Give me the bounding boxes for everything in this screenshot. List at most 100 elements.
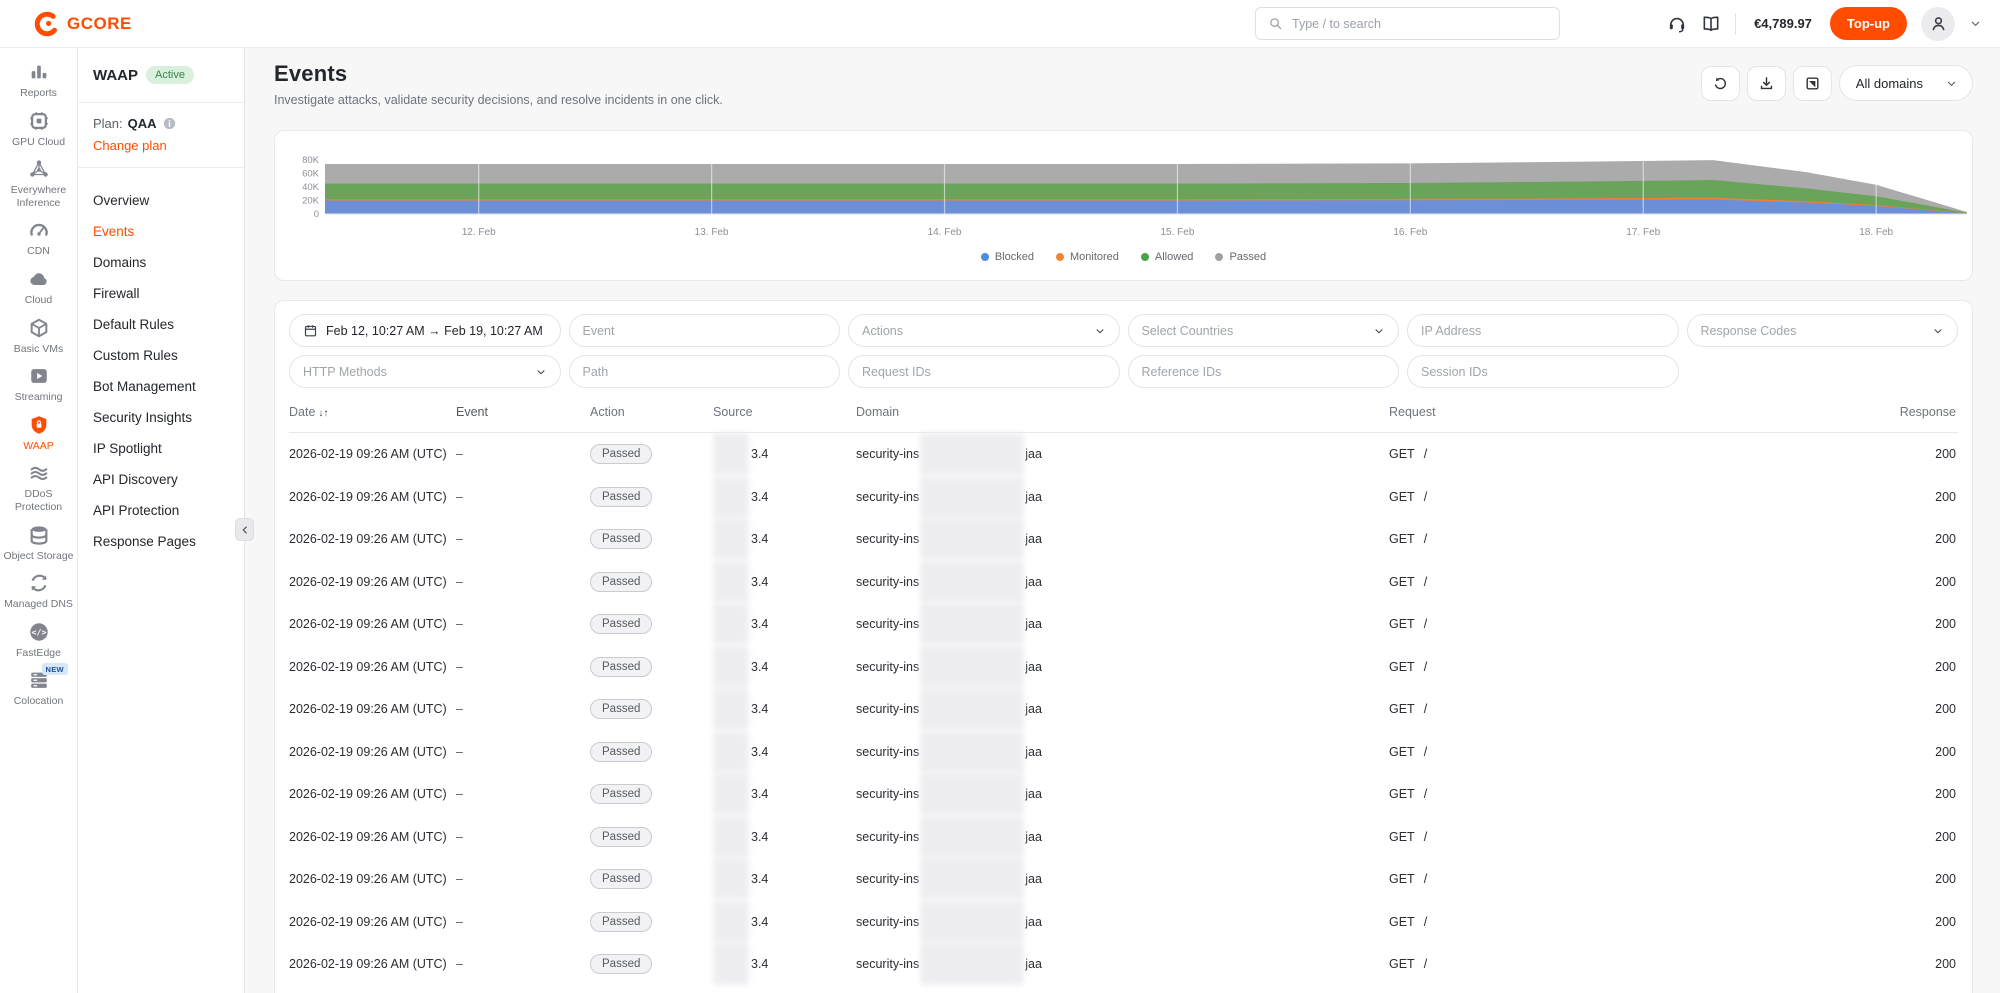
sidebar-item-security-insights[interactable]: Security Insights bbox=[93, 410, 193, 425]
sidebar-item-bot-management[interactable]: Bot Management bbox=[93, 379, 196, 394]
table-row[interactable]: 2026-02-19 09:26 AM (UTC) – Passed 3.4 secur… bbox=[289, 475, 1958, 519]
docs-book-icon[interactable] bbox=[1701, 14, 1721, 34]
gpu-cloud-icon bbox=[28, 109, 50, 133]
column-header-date[interactable]: Date ↓↑ bbox=[289, 405, 456, 419]
cell-event: – bbox=[456, 617, 463, 632]
sidebar-item-response-pages[interactable]: Response Pages bbox=[93, 534, 196, 549]
sidebar-item-api-discovery[interactable]: API Discovery bbox=[93, 472, 178, 487]
event-filter[interactable]: Event bbox=[568, 314, 840, 347]
path-filter[interactable]: Path bbox=[568, 355, 840, 388]
global-search-input[interactable]: Type / to search bbox=[1255, 7, 1560, 40]
sidebar-item-ip-spotlight[interactable]: IP Spotlight bbox=[93, 441, 162, 456]
domain-filter-select[interactable]: All domains bbox=[1838, 65, 1973, 101]
support-headset-icon[interactable] bbox=[1667, 14, 1687, 34]
events-stacked-area-chart[interactable]: 0 20K 40K 60K 80K 12. Feb 13. Feb 14. Feb 15. Fe… bbox=[275, 131, 1973, 246]
response-codes-filter[interactable]: Response Codes bbox=[1686, 314, 1958, 347]
column-header-request[interactable]: Request bbox=[1389, 405, 1878, 419]
rail-item-everywhere-inference[interactable]: Everywhere Inference bbox=[0, 157, 77, 209]
rail-item-managed-dns[interactable]: Managed DNS bbox=[0, 571, 77, 611]
column-header-source[interactable]: Source bbox=[713, 405, 856, 419]
filter-placeholder: Path bbox=[582, 364, 609, 379]
sidebar-item-custom-rules[interactable]: Custom Rules bbox=[93, 348, 178, 363]
table-row[interactable]: 2026-02-19 09:26 AM (UTC) – Passed 3.4 secur… bbox=[289, 560, 1958, 604]
domain-suffix: jaa bbox=[1025, 957, 1042, 972]
domain-suffix: jaa bbox=[1025, 659, 1042, 674]
table-row[interactable]: 2026-02-19 09:26 AM (UTC) – Passed 3.4 secur… bbox=[289, 900, 1958, 944]
ip-address-filter[interactable]: IP Address bbox=[1407, 314, 1679, 347]
rail-item-reports[interactable]: Reports bbox=[0, 60, 77, 100]
sidebar-item-firewall[interactable]: Firewall bbox=[93, 286, 140, 301]
download-button[interactable] bbox=[1746, 65, 1786, 101]
request-ids-filter[interactable]: Request IDs bbox=[848, 355, 1120, 388]
page-subtitle: Investigate attacks, validate security d… bbox=[274, 93, 723, 107]
cell-request: GET / bbox=[1389, 617, 1878, 631]
table-row[interactable]: 2026-02-19 09:26 AM (UTC) – Passed 3.4 secur… bbox=[289, 815, 1958, 859]
session-ids-filter[interactable]: Session IDs bbox=[1407, 355, 1679, 388]
rail-item-gpu-cloud[interactable]: GPU Cloud bbox=[0, 109, 77, 149]
sidebar-item-events[interactable]: Events bbox=[93, 224, 135, 239]
cell-request: GET / bbox=[1389, 447, 1878, 461]
domain-suffix: jaa bbox=[1025, 574, 1042, 589]
table-row[interactable]: 2026-02-19 09:26 AM (UTC) – Passed 3.4 secur… bbox=[289, 858, 1958, 901]
top-up-button[interactable]: Top-up bbox=[1829, 7, 1907, 40]
account-chevron-down-icon[interactable] bbox=[1969, 17, 1982, 30]
change-plan-link[interactable]: Change plan bbox=[93, 138, 167, 153]
rail-item-ddos-protection[interactable]: DDoS Protection bbox=[0, 461, 77, 513]
cell-source: 3.4 bbox=[713, 773, 856, 816]
countries-filter[interactable]: Select Countries bbox=[1127, 314, 1399, 347]
cell-action: Passed bbox=[590, 954, 713, 975]
sort-icon[interactable]: ↓↑ bbox=[318, 408, 329, 419]
cell-request: GET / bbox=[1389, 787, 1878, 801]
cell-request: GET / bbox=[1389, 490, 1878, 504]
legend-item-passed[interactable]: Passed bbox=[1215, 251, 1266, 263]
table-row[interactable]: 2026-02-19 09:26 AM (UTC) – Passed 3.4 secur… bbox=[289, 773, 1958, 816]
export-button[interactable] bbox=[1792, 65, 1832, 101]
rail-item-object-storage[interactable]: Object Storage bbox=[0, 523, 77, 563]
refresh-button[interactable] bbox=[1700, 65, 1740, 101]
new-badge: NEW bbox=[41, 663, 68, 676]
table-row[interactable]: 2026-02-19 09:26 AM (UTC) – Passed 3.4 secur… bbox=[289, 730, 1958, 774]
user-avatar[interactable] bbox=[1921, 6, 1955, 41]
rail-item-label: CDN bbox=[27, 245, 50, 258]
rail-item-streaming[interactable]: Streaming bbox=[0, 364, 77, 404]
cell-source: 3.4 bbox=[713, 433, 856, 476]
cell-date: 2026-02-19 09:26 AM (UTC) bbox=[289, 787, 447, 802]
legend-item-monitored[interactable]: Monitored bbox=[1055, 251, 1119, 263]
table-row[interactable]: 2026-02-19 09:26 AM (UTC) – Passed 3.4 secur… bbox=[289, 433, 1958, 476]
table-row[interactable]: 2026-02-19 09:26 AM (UTC) – Passed 3.4 secur… bbox=[289, 688, 1958, 731]
column-header-event[interactable]: Event bbox=[456, 405, 590, 419]
sidebar-item-default-rules[interactable]: Default Rules bbox=[93, 317, 175, 332]
domain-prefix: security-ins bbox=[856, 702, 920, 717]
rail-item-fastedge[interactable]: FastEdge bbox=[0, 620, 77, 660]
legend-item-allowed[interactable]: Allowed bbox=[1140, 251, 1193, 263]
domain-prefix: security-ins bbox=[856, 489, 920, 504]
http-methods-filter[interactable]: HTTP Methods bbox=[289, 355, 561, 388]
rail-item-waap[interactable]: WAAP bbox=[0, 413, 77, 453]
cell-event: – bbox=[456, 914, 463, 929]
legend-item-blocked[interactable]: Blocked bbox=[980, 251, 1034, 263]
sidebar-collapse-button[interactable] bbox=[235, 518, 254, 541]
column-header-response[interactable]: Response bbox=[1878, 405, 1958, 419]
table-row[interactable]: 2026-02-19 09:26 AM (UTC) – Passed 3.4 secur… bbox=[289, 645, 1958, 689]
sidebar-item-domains[interactable]: Domains bbox=[93, 255, 147, 270]
column-header-action[interactable]: Action bbox=[590, 405, 713, 419]
column-header-domain[interactable]: Domain bbox=[856, 405, 1389, 419]
date-range-filter[interactable]: Feb 12, 10:27 AM → Feb 19, 10:27 AM bbox=[289, 314, 561, 347]
sidebar-item-api-protection[interactable]: API Protection bbox=[93, 503, 180, 518]
rail-item-cloud[interactable]: Cloud bbox=[0, 267, 77, 307]
table-row[interactable]: 2026-02-19 09:26 AM (UTC) – Passed 3.4 secur… bbox=[289, 603, 1958, 646]
table-row[interactable]: 2026-02-19 09:26 AM (UTC) – Passed 3.4 secur… bbox=[289, 518, 1958, 561]
table-row[interactable]: 2026-02-19 09:26 AM (UTC) – Passed 3.4 secur… bbox=[289, 943, 1958, 986]
sidebar-item-overview[interactable]: Overview bbox=[93, 193, 150, 208]
cell-response: 200 bbox=[1935, 532, 1956, 547]
rail-item-basic-vms[interactable]: Basic VMs bbox=[0, 316, 77, 356]
info-icon[interactable] bbox=[162, 116, 177, 131]
rail-item-cdn[interactable]: CDN bbox=[0, 218, 77, 258]
reference-ids-filter[interactable]: Reference IDs bbox=[1127, 355, 1399, 388]
rail-item-colocation[interactable]: NEW Colocation bbox=[0, 663, 77, 708]
refresh-icon bbox=[1712, 75, 1729, 92]
actions-filter[interactable]: Actions bbox=[848, 314, 1120, 347]
cell-response: 200 bbox=[1935, 702, 1956, 717]
table-body: 2026-02-19 09:26 AM (UTC) – Passed 3.4 secur… bbox=[289, 433, 1958, 986]
gcore-logo[interactable]: GCORE bbox=[34, 11, 132, 37]
